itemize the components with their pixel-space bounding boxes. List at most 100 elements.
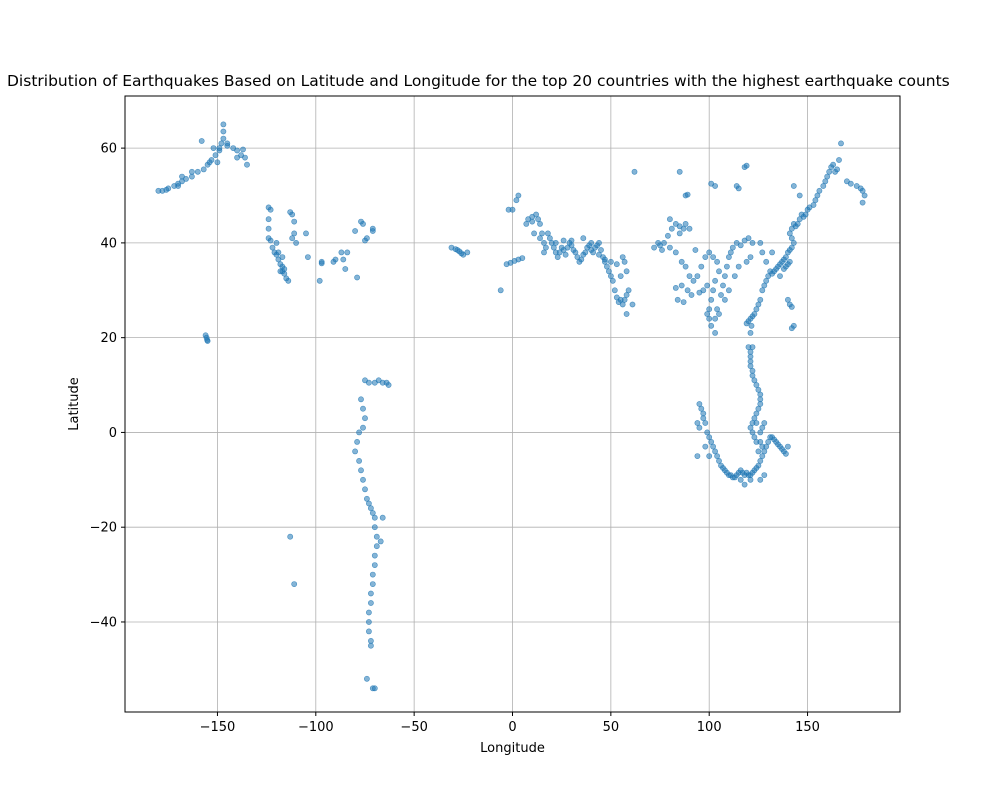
scatter-point (672, 284, 679, 291)
scatter-point (582, 249, 589, 256)
scatter-point (371, 685, 378, 692)
scatter-point (356, 429, 362, 436)
scatter-point (759, 424, 766, 431)
scatter-point (206, 159, 213, 166)
scatter-point (619, 254, 626, 260)
scatter-point (371, 524, 378, 531)
scatter-point (360, 220, 366, 227)
scatter-point (379, 514, 386, 521)
scatter-point (712, 315, 718, 322)
scatter-point (596, 251, 602, 258)
scatter-point (338, 249, 345, 256)
scatter-point (674, 296, 681, 303)
scatter-point (214, 159, 221, 166)
scatter-point (267, 206, 274, 213)
scatter-point (363, 495, 370, 502)
scatter-point (367, 590, 374, 597)
scatter-point (194, 168, 201, 175)
scatter-point (611, 287, 618, 294)
scatter-point (365, 379, 372, 386)
scatter-point (537, 235, 543, 242)
scatter-point (621, 296, 628, 303)
scatter-point (781, 266, 787, 272)
scatter-point (769, 249, 775, 256)
x-axis-label: Longitude (480, 741, 545, 756)
scatter-point (761, 472, 768, 478)
scatter-point (753, 382, 760, 388)
scatter-point (550, 244, 557, 251)
scatter-point (763, 258, 770, 265)
scatter-point (285, 277, 292, 284)
scatter-point (344, 249, 351, 256)
y-tick-label: 0 (109, 426, 117, 441)
x-tick-label: 0 (508, 720, 516, 735)
scatter-point (788, 244, 795, 251)
scatter-point (318, 260, 325, 267)
scatter-point (712, 329, 718, 336)
scatter-point (690, 277, 697, 284)
scatter-point (743, 162, 750, 169)
scatter-point (562, 251, 569, 258)
scatter-point (293, 239, 299, 246)
scatter-point (712, 448, 718, 455)
scatter-point (629, 301, 636, 308)
scatter-point (505, 206, 512, 213)
y-tick-label: −40 (90, 615, 117, 630)
scatter-point (265, 216, 272, 223)
scatter-point (291, 230, 298, 237)
scatter-point (741, 481, 748, 488)
scatter-point (369, 581, 376, 587)
scatter-point (708, 322, 715, 329)
scatter-point (265, 225, 272, 232)
scatter-point (716, 311, 722, 317)
scatter-point (686, 225, 693, 232)
scatter-point (718, 292, 724, 298)
scatter-point (179, 173, 185, 180)
scatter-point (367, 505, 374, 512)
scatter-point (531, 230, 537, 237)
scatter-point (342, 266, 349, 272)
scatter-point (277, 268, 284, 275)
scatter-point (539, 230, 545, 237)
scatter-point (824, 173, 831, 180)
scatter-point (716, 268, 722, 275)
scatter-point (706, 315, 713, 322)
scatter-point (234, 147, 240, 154)
scatter-point (748, 322, 755, 329)
scatter-point (617, 273, 624, 279)
scatter-point (704, 429, 711, 436)
scatter-point (692, 247, 699, 253)
scatter-point (682, 263, 689, 270)
scatter-point (623, 268, 630, 275)
scatter-point (777, 273, 783, 279)
x-tick-label: −150 (200, 720, 236, 735)
scatter-point (188, 168, 195, 175)
scatter-point (694, 420, 701, 426)
scatter-point (720, 282, 726, 289)
scatter-point (745, 235, 752, 242)
scatter-point (373, 543, 380, 550)
scatter-point (672, 249, 679, 256)
scatter-point (680, 225, 687, 232)
scatter-point (659, 247, 665, 253)
scatter-point (751, 434, 758, 441)
scatter-point (188, 173, 195, 180)
scatter-point (745, 344, 752, 350)
scatter-point (242, 154, 248, 161)
scatter-point (747, 348, 754, 355)
scatter-point (757, 396, 764, 403)
scatter-point (543, 244, 549, 251)
scatter-point (224, 140, 231, 147)
x-tick-label: 100 (697, 720, 722, 735)
scatter-point (623, 292, 630, 298)
scatter-point (360, 476, 366, 483)
scatter-point (710, 287, 716, 294)
y-tick-label: −20 (90, 521, 117, 536)
scatter-point (859, 187, 866, 194)
scatter-point (291, 581, 298, 587)
scatter-point (757, 296, 764, 303)
scatter-point (816, 187, 823, 194)
scatter-point (155, 187, 162, 194)
scatter-point (651, 244, 657, 251)
scatter-point (712, 183, 718, 189)
